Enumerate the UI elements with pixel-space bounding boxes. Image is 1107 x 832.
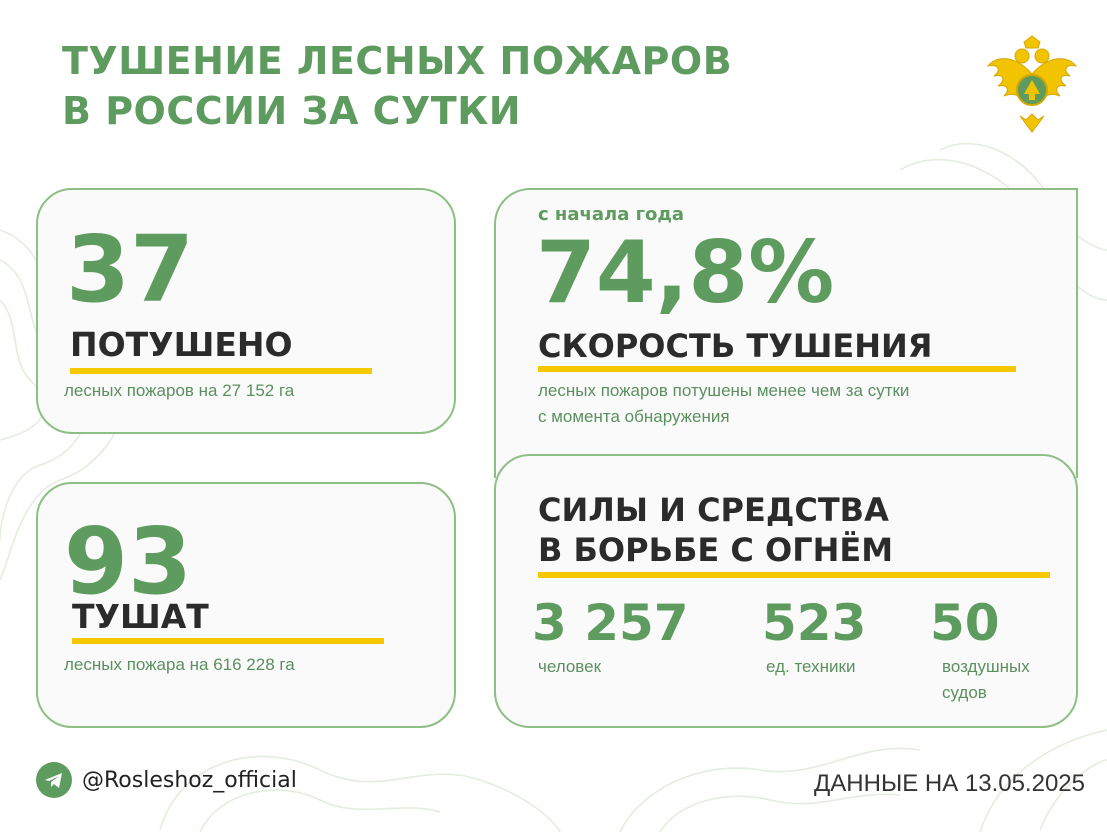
data-date: ДАННЫЕ НА 13.05.2025 (814, 770, 1085, 797)
speed-description-line-1: лесных пожаров потушены менее чем за сут… (538, 381, 910, 400)
page-title-line-1: ТУШЕНИЕ ЛЕСНЫХ ПОЖАРОВ (62, 39, 733, 83)
extinguished-underline (70, 368, 372, 374)
speed-underline (538, 366, 1016, 372)
page-title-line-2: В РОССИИ ЗА СУТКИ (62, 89, 522, 133)
speed-kicker: с начала года (538, 204, 685, 225)
forces-underline (538, 572, 1050, 578)
active-underline (72, 638, 384, 644)
speed-card: с начала года 74,8% СКОРОСТЬ ТУШЕНИЯ лес… (494, 188, 1078, 478)
telegram-icon[interactable] (36, 762, 72, 798)
aircraft-label-line-2: судов (942, 683, 987, 702)
page-title: ТУШЕНИЕ ЛЕСНЫХ ПОЖАРОВ В РОССИИ ЗА СУТКИ (62, 36, 732, 136)
extinguished-description: лесных пожаров на 27 152 га (64, 381, 295, 400)
forces-title-line-2: В БОРЬБЕ С ОГНЁМ (538, 531, 894, 569)
aircraft-value: 50 (930, 594, 1000, 652)
speed-label: СКОРОСТЬ ТУШЕНИЯ (538, 327, 933, 365)
forces-card: СИЛЫ И СРЕДСТВА В БОРЬБЕ С ОГНЁМ 3 257 ч… (494, 454, 1078, 728)
telegram-handle-link[interactable]: @Rosleshoz_official (82, 768, 297, 793)
active-card: 93 ТУШАТ лесных пожара на 616 228 га (36, 482, 456, 728)
active-description: лесных пожара на 616 228 га (64, 655, 295, 674)
extinguished-count: 37 (66, 216, 195, 323)
vehicles-value: 523 (762, 594, 867, 652)
extinguished-label: ПОТУШЕНО (70, 325, 293, 364)
people-value: 3 257 (532, 594, 689, 652)
aircraft-label-line-1: воздушных (942, 657, 1030, 676)
speed-value: 74,8% (536, 223, 835, 323)
extinguished-card: 37 ПОТУШЕНО лесных пожаров на 27 152 га (36, 188, 456, 434)
forces-title-line-1: СИЛЫ И СРЕДСТВА (538, 491, 889, 529)
vehicles-label: ед. техники (766, 657, 856, 676)
double-headed-eagle-emblem-icon (986, 35, 1078, 133)
active-count: 93 (64, 508, 193, 615)
active-label: ТУШАТ (72, 597, 209, 636)
people-label: человек (538, 657, 602, 676)
speed-description-line-2: с момента обнаружения (538, 407, 730, 426)
